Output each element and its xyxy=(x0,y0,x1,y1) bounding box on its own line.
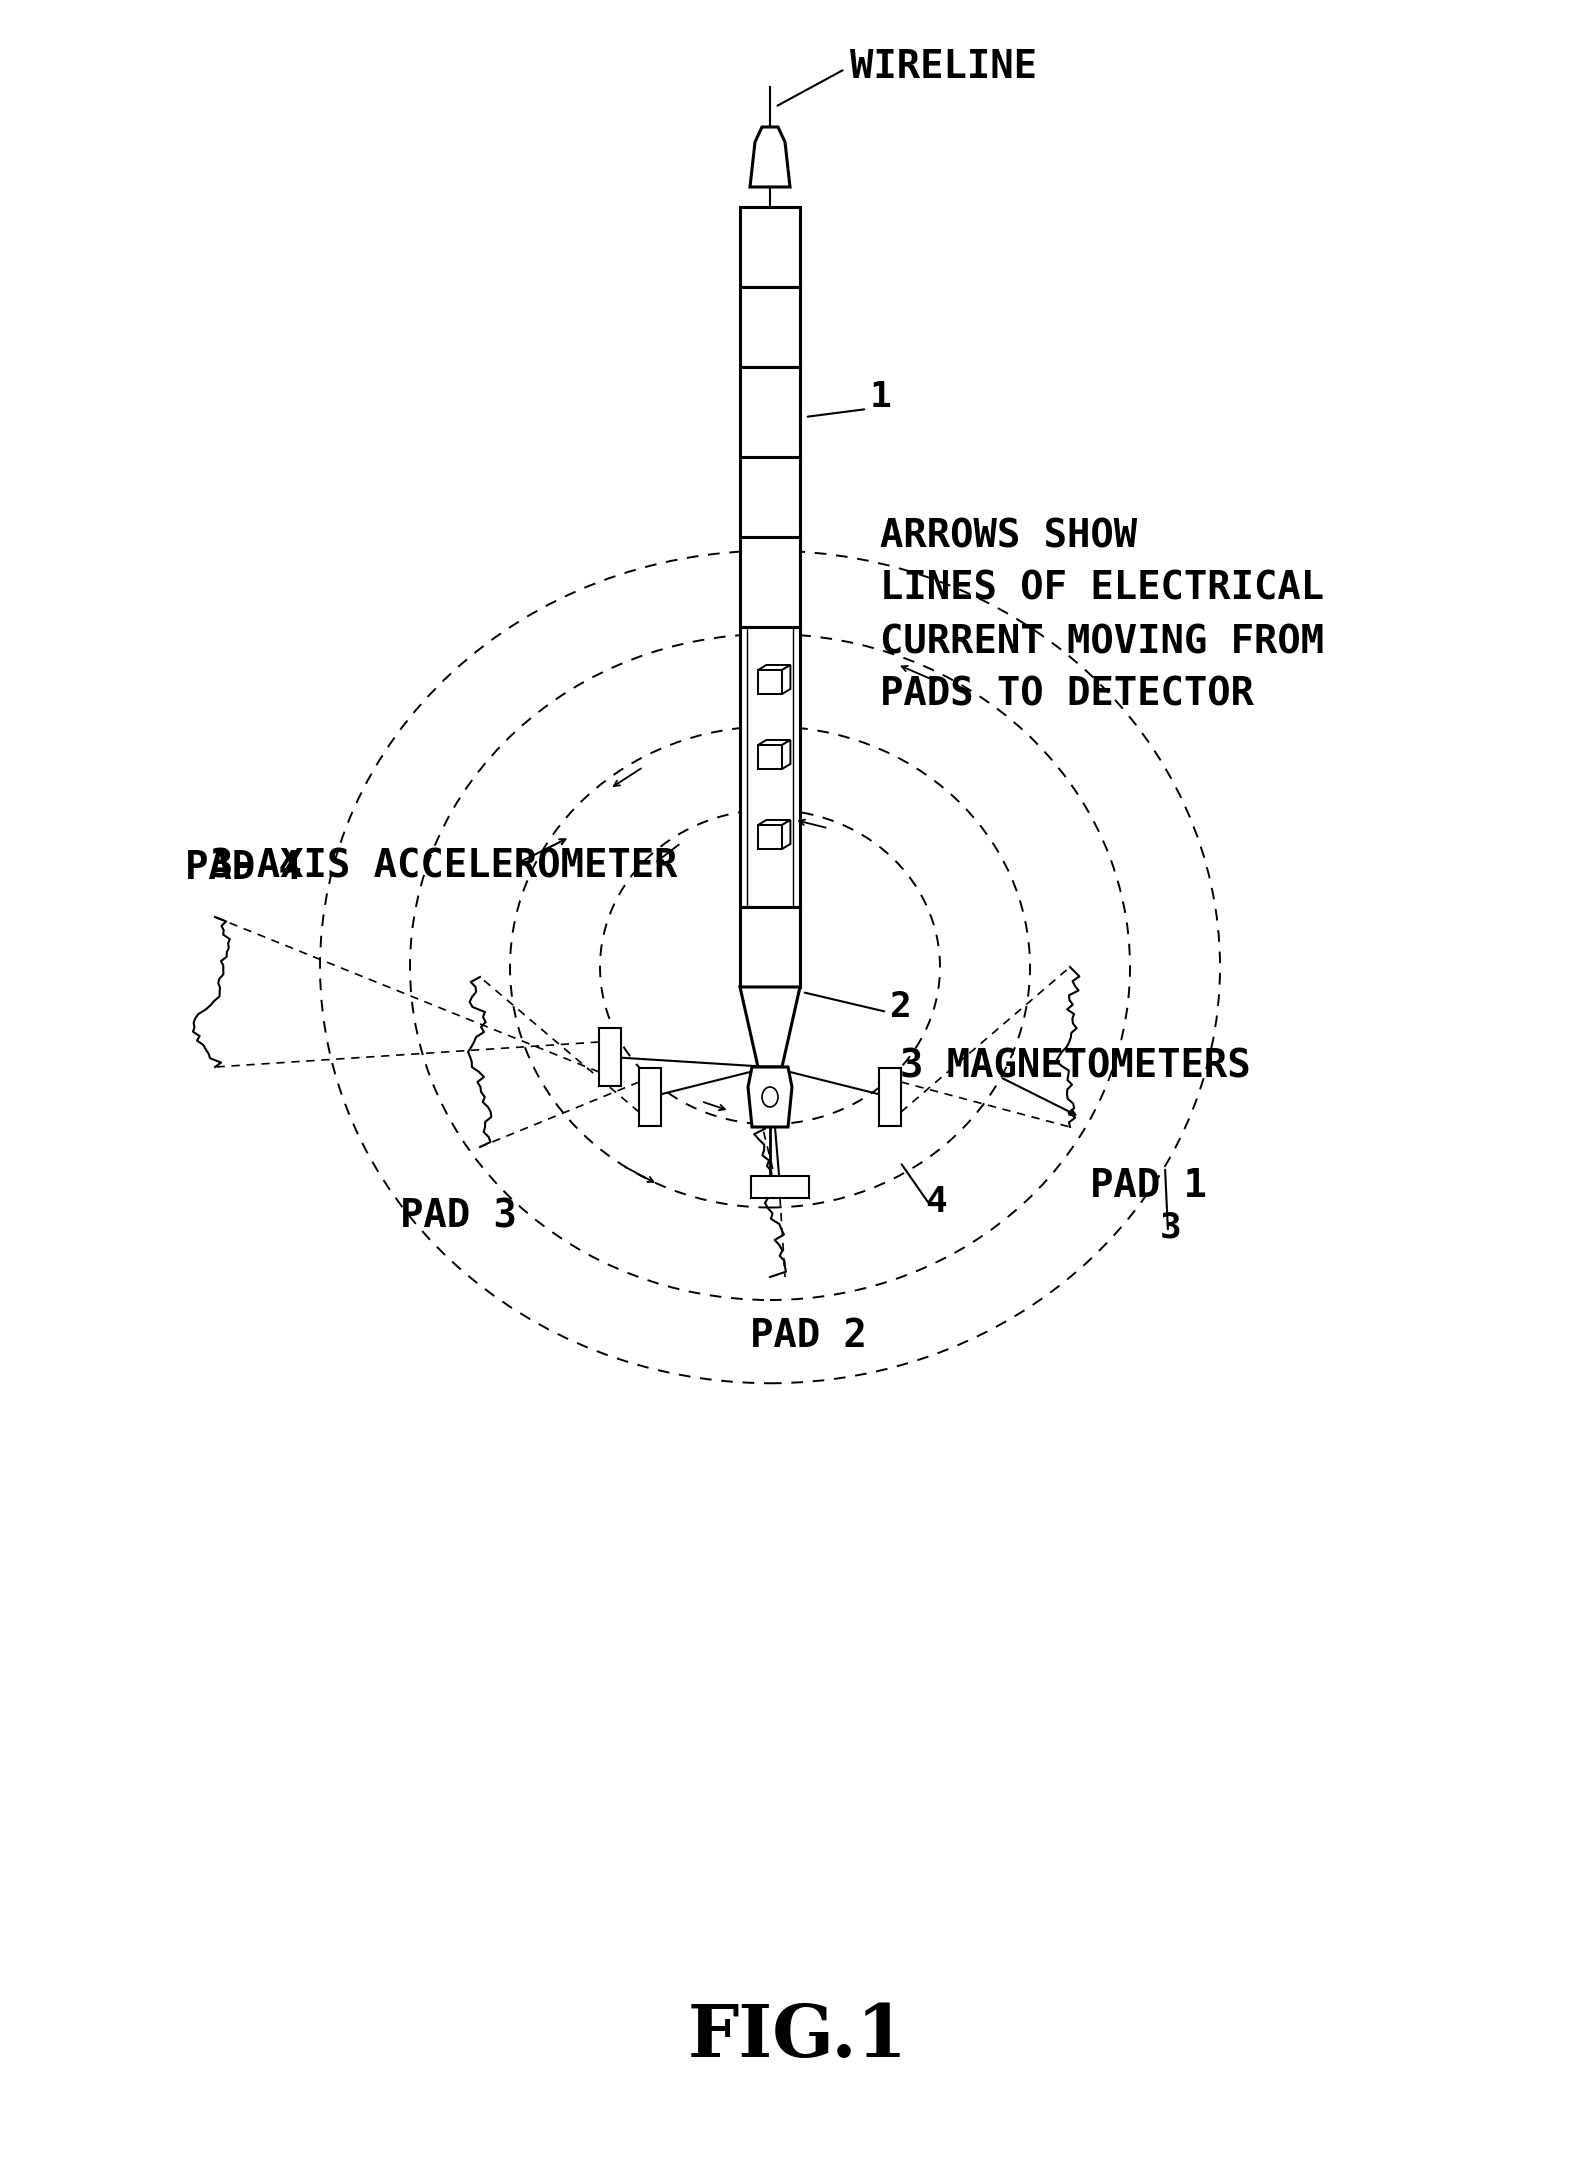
Text: PAD 3: PAD 3 xyxy=(401,1196,517,1235)
Ellipse shape xyxy=(761,1088,777,1107)
Bar xyxy=(741,286,800,366)
Polygon shape xyxy=(758,819,790,826)
Polygon shape xyxy=(750,128,790,186)
Polygon shape xyxy=(782,819,790,849)
Polygon shape xyxy=(758,739,790,745)
Text: 4: 4 xyxy=(926,1185,946,1220)
Polygon shape xyxy=(782,739,790,769)
Bar xyxy=(879,1068,902,1127)
Polygon shape xyxy=(741,986,800,1066)
Bar xyxy=(638,1068,661,1127)
Text: PAD 4: PAD 4 xyxy=(185,849,302,886)
Text: PAD 1: PAD 1 xyxy=(1090,1168,1207,1205)
Polygon shape xyxy=(749,1066,792,1127)
Polygon shape xyxy=(782,665,790,693)
Polygon shape xyxy=(758,665,790,670)
Bar xyxy=(752,1177,809,1198)
Bar xyxy=(741,457,800,537)
Text: 1: 1 xyxy=(870,379,892,414)
Text: ARROWS SHOW
LINES OF ELECTRICAL
CURRENT MOVING FROM
PADS TO DETECTOR: ARROWS SHOW LINES OF ELECTRICAL CURRENT … xyxy=(879,518,1325,713)
Bar xyxy=(741,537,800,626)
Bar xyxy=(758,826,782,849)
Text: WIRELINE: WIRELINE xyxy=(851,48,1037,87)
Text: 3-AXIS ACCELEROMETER: 3-AXIS ACCELEROMETER xyxy=(211,847,677,886)
Text: 2: 2 xyxy=(891,990,911,1025)
Bar xyxy=(741,908,800,986)
Text: 3: 3 xyxy=(1160,1209,1181,1244)
Bar xyxy=(758,670,782,693)
Bar xyxy=(741,208,800,286)
Bar xyxy=(758,745,782,769)
Bar xyxy=(741,626,800,908)
Text: 3 MAGNETOMETERS: 3 MAGNETOMETERS xyxy=(900,1049,1251,1086)
Text: PAD 2: PAD 2 xyxy=(750,1318,867,1354)
Bar xyxy=(598,1027,621,1086)
Text: FIG.1: FIG.1 xyxy=(688,2002,908,2072)
Bar xyxy=(741,366,800,457)
